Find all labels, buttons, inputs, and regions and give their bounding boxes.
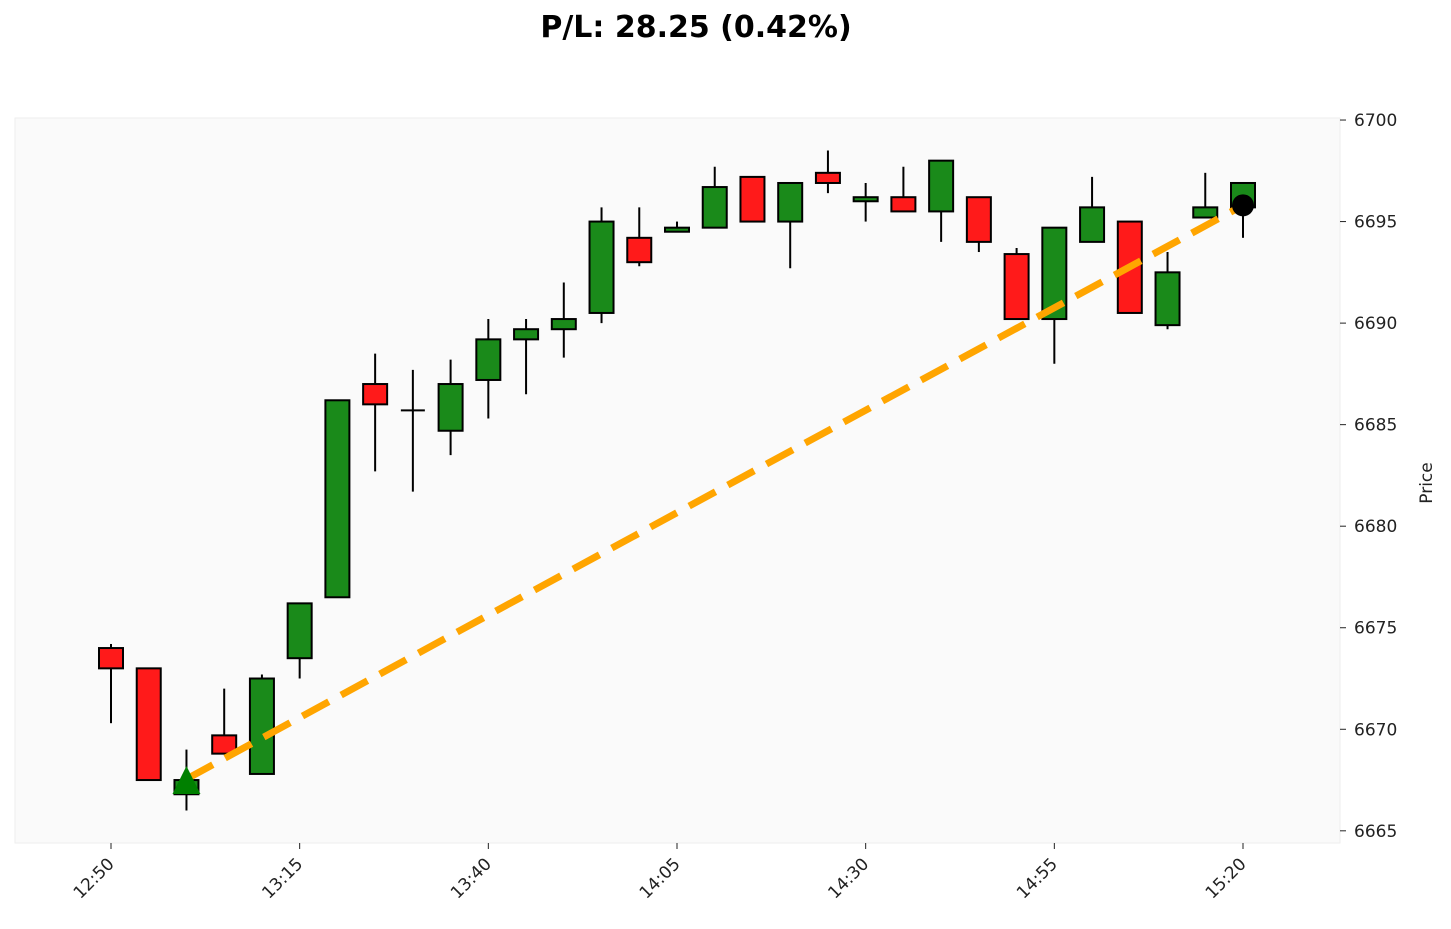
candle-body [248,677,275,775]
x-tick-label: 14:05 [636,854,685,903]
y-axis-label: Price [1417,462,1437,503]
candle-body [135,667,162,782]
x-tick-label: 13:40 [447,854,496,903]
y-tick-label: 6685 [1354,416,1397,436]
y-tick-label: 6675 [1354,619,1397,639]
candle-body [550,318,577,331]
trade-line [184,202,1245,783]
candle-body [211,734,238,755]
candle-body [1154,271,1181,327]
candle-body [814,171,841,184]
candle-body [626,236,653,264]
candle-body [513,328,540,341]
candle-body [664,226,690,233]
y-tick-label: 6695 [1354,213,1397,233]
y-tick-label: 6680 [1354,517,1397,537]
candle-body [286,602,313,660]
x-tick-label: 14:30 [824,854,873,903]
candle-body [98,647,124,670]
x-tick-label: 13:15 [258,854,307,903]
candle-body [965,196,992,243]
candle-body [890,196,917,213]
candle-body [324,399,351,599]
candle-body [928,159,955,213]
y-tick-label: 6665 [1354,822,1397,842]
candle-body [475,338,502,381]
x-tick-label: 14:55 [1013,854,1062,903]
candle-body [701,186,728,229]
x-tick-label: 15:20 [1202,854,1251,903]
candle-body [1079,206,1106,243]
candle-body [437,383,464,432]
chart-title: P/L: 28.25 (0.42%) [540,10,852,45]
candle-body [777,181,804,223]
y-tick-label: 6690 [1354,314,1397,334]
y-tick-label: 6670 [1354,720,1397,740]
candle-body [1003,253,1030,321]
candle-body [852,196,879,203]
x-tick-label: 12:50 [70,854,119,903]
candle-body [588,220,615,314]
candle-body [739,175,766,223]
y-tick-label: 6700 [1354,111,1397,131]
candle-body [1192,206,1219,219]
entry-marker [172,766,201,795]
candle-body [362,383,389,406]
exit-marker [1232,194,1254,217]
